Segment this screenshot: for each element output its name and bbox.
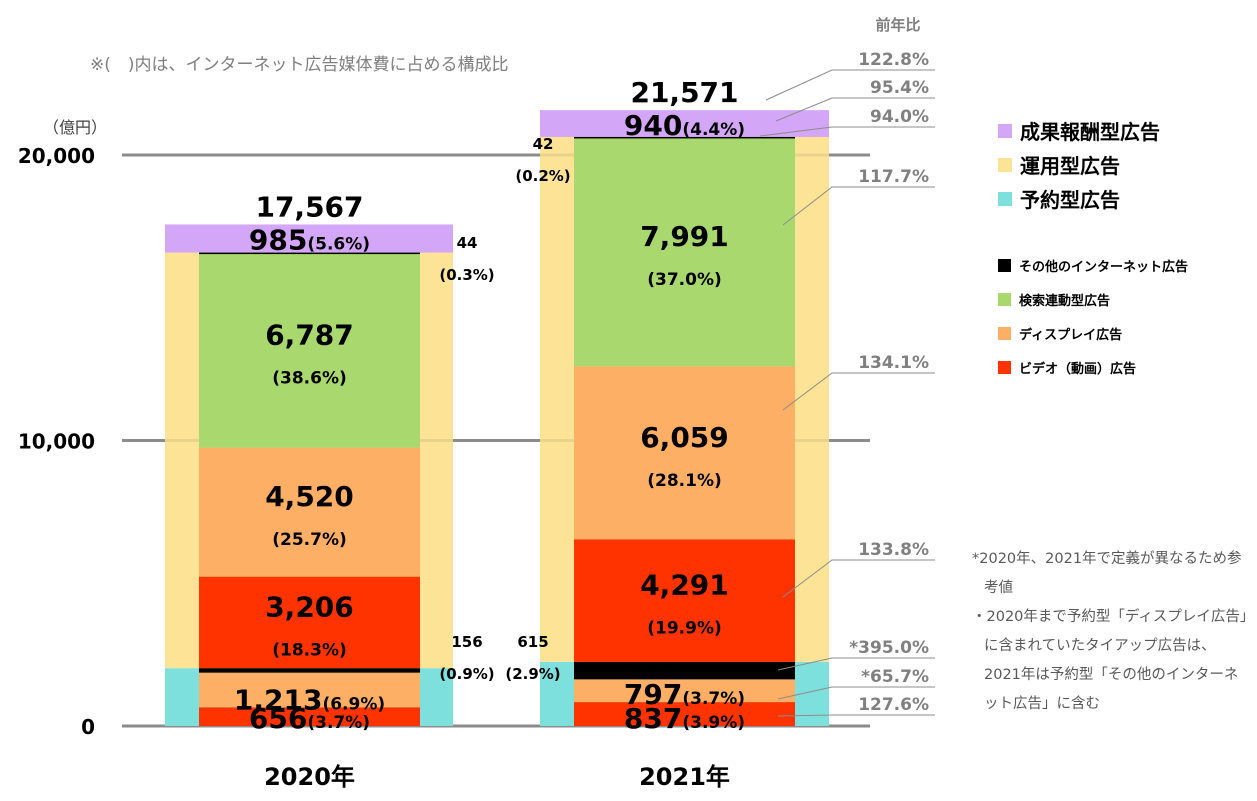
yoy-value-label: 133.8% bbox=[858, 540, 929, 560]
bar-segment-inner bbox=[574, 679, 795, 703]
yoy-value-label: 122.8% bbox=[858, 50, 929, 70]
total-label: 17,567 bbox=[255, 190, 363, 223]
bar-segment-inner bbox=[199, 447, 420, 577]
segment-value-pct-label: 1,213(6.9%) bbox=[234, 683, 385, 716]
y-tick-label: 0 bbox=[81, 715, 95, 739]
legend-label: 予約型広告 bbox=[1020, 188, 1120, 212]
segment-value-label: 4,291 bbox=[640, 569, 729, 602]
legend-label: ビデオ（動画）広告 bbox=[1019, 362, 1137, 377]
yoy-header: 前年比 bbox=[875, 16, 920, 34]
other-ad-pct-label: (0.9%) bbox=[439, 665, 494, 683]
footnotes: *2020年、2021年で定義が異なるため参考値 ・2020年まで予約型「ディス… bbox=[972, 545, 1252, 719]
bar-segment-inner bbox=[199, 576, 420, 669]
bar-segment-outer bbox=[540, 110, 829, 137]
bar-segment-inner bbox=[199, 672, 420, 708]
legend-swatch bbox=[998, 293, 1011, 306]
segment-pct-label: (28.1%) bbox=[647, 471, 722, 491]
segment-pct-label: (19.9%) bbox=[647, 619, 722, 639]
y-tick-label: 20,000 bbox=[18, 144, 95, 168]
legend-item: ビデオ（動画）広告 bbox=[998, 358, 1136, 377]
bar-segment-inner bbox=[199, 253, 420, 448]
legend-item: その他のインターネット広告 bbox=[998, 256, 1188, 275]
other-ad-value-label: 44 bbox=[457, 234, 478, 252]
bar-segment-outer bbox=[165, 224, 453, 253]
yoy-value-label: 127.6% bbox=[858, 695, 929, 715]
legend-label: その他のインターネット広告 bbox=[1019, 260, 1189, 275]
performance-ad-label: 940(4.4%) bbox=[624, 109, 745, 142]
total-label: 21,571 bbox=[630, 76, 738, 109]
legend-label: 運用型広告 bbox=[1020, 154, 1120, 178]
yoy-value-label: 134.1% bbox=[858, 353, 929, 373]
bar-segment-inner bbox=[574, 661, 795, 680]
legend-item: 予約型広告 bbox=[998, 184, 1120, 213]
other-ad-pct-label: (0.2%) bbox=[515, 167, 570, 185]
segment-value-label: 3,206 bbox=[265, 590, 354, 623]
bar-segment-inner bbox=[574, 702, 795, 726]
segment-value-label: 7,991 bbox=[640, 220, 729, 253]
legend-label: 検索連動型広告 bbox=[1019, 294, 1111, 309]
y-axis-unit-label: （億円） bbox=[43, 118, 107, 137]
segment-pct-label: (37.0%) bbox=[647, 270, 722, 290]
other-ad-pct-label: (2.9%) bbox=[505, 665, 560, 683]
yoy-leader-line bbox=[782, 186, 935, 226]
segment-value-pct-label: 797(3.7%) bbox=[624, 678, 745, 711]
segment-value-pct-label: 656(3.7%) bbox=[249, 702, 370, 735]
bar-segment-inner bbox=[574, 366, 795, 540]
performance-ad-label: 985(5.6%) bbox=[249, 223, 370, 256]
bar-segment-inner bbox=[574, 539, 795, 662]
legend-item: 検索連動型広告 bbox=[998, 290, 1110, 309]
bar-segment-inner bbox=[199, 252, 420, 255]
segment-pct-label: (38.6%) bbox=[272, 369, 347, 389]
segment-value-label: 6,059 bbox=[640, 421, 729, 454]
yoy-leader-line bbox=[782, 372, 935, 411]
yoy-leader-line bbox=[759, 126, 935, 137]
x-category-label: 2020年 bbox=[264, 763, 355, 791]
other-ad-value-label: 615 bbox=[517, 633, 548, 651]
yoy-value-label: 94.0% bbox=[870, 107, 929, 127]
y-tick-label: 10,000 bbox=[18, 430, 95, 454]
yoy-leader-line bbox=[775, 97, 935, 122]
yoy-value-label: *395.0% bbox=[849, 638, 929, 658]
legend-item: ディスプレイ広告 bbox=[998, 324, 1122, 343]
segment-value-label: 6,787 bbox=[265, 319, 354, 352]
segment-pct-label: (25.7%) bbox=[272, 530, 347, 550]
x-category-label: 2021年 bbox=[639, 763, 730, 791]
other-ad-value-label: 42 bbox=[533, 135, 554, 153]
legend-swatch bbox=[998, 191, 1012, 206]
bar-segment-inner bbox=[574, 136, 795, 139]
legend-swatch bbox=[998, 123, 1012, 138]
bar-segment-inner bbox=[199, 668, 420, 673]
other-ad-pct-label: (0.3%) bbox=[439, 266, 494, 284]
composition-note: ※( )内は、インターネット広告媒体費に占める構成比 bbox=[90, 55, 509, 75]
yoy-leader-line bbox=[777, 714, 935, 717]
yoy-leader-line bbox=[782, 559, 935, 598]
yoy-value-label: 95.4% bbox=[870, 78, 929, 98]
segment-pct-label: (18.3%) bbox=[272, 640, 347, 660]
footnote-definition: *2020年、2021年で定義が異なるため参考値 bbox=[972, 551, 1242, 596]
other-ad-value-label: 156 bbox=[451, 633, 482, 651]
segment-value-pct-label: 837(3.9%) bbox=[624, 702, 745, 735]
yoy-leader-line bbox=[777, 657, 935, 671]
yoy-value-label: 117.7% bbox=[858, 167, 929, 187]
legend-swatch bbox=[998, 259, 1011, 272]
yoy-value-label: *65.7% bbox=[861, 667, 929, 687]
segment-value-label: 4,520 bbox=[265, 480, 354, 513]
legend-swatch bbox=[998, 361, 1011, 374]
legend-swatch bbox=[998, 157, 1012, 172]
legend-label: ディスプレイ広告 bbox=[1019, 328, 1123, 343]
bar-segment-inner bbox=[574, 138, 795, 367]
legend-swatch bbox=[998, 327, 1011, 340]
legend-item: 成果報酬型広告 bbox=[998, 116, 1160, 145]
yoy-leader-line bbox=[765, 69, 935, 101]
bar-segment-inner bbox=[199, 707, 420, 726]
yoy-leader-line bbox=[777, 686, 935, 700]
legend-label: 成果報酬型広告 bbox=[1020, 120, 1160, 144]
footnote-tieup: ・2020年まで予約型「ディスプレイ広告」に含まれていたタイアップ広告は、202… bbox=[972, 609, 1248, 712]
legend-item: 運用型広告 bbox=[998, 150, 1120, 179]
